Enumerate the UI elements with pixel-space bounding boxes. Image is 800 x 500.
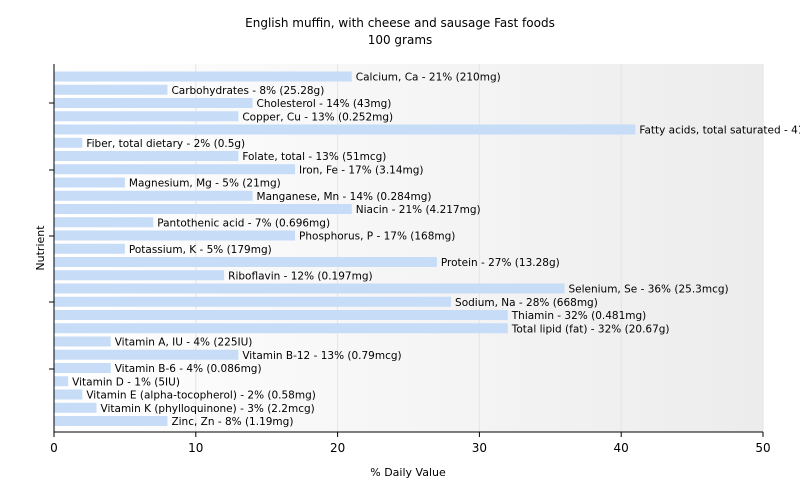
bar (54, 283, 565, 294)
bar (54, 270, 225, 281)
bar-label: Riboflavin - 12% (0.197mg) (228, 270, 372, 282)
bar-label: Vitamin B-12 - 13% (0.79mcg) (242, 350, 401, 362)
bars-group (54, 71, 636, 426)
bar (54, 336, 111, 347)
bar-label: Vitamin D - 1% (5IU) (72, 376, 180, 388)
bar-label: Copper, Cu - 13% (0.252mg) (242, 111, 393, 123)
x-tick-label: 0 (50, 441, 58, 455)
bar (54, 389, 83, 400)
bar-label: Selenium, Se - 36% (25.3mcg) (568, 284, 728, 296)
bar-label: Vitamin B-6 - 4% (0.086mg) (115, 363, 262, 375)
bar (54, 111, 239, 122)
y-axis-title: Nutrient (34, 225, 47, 271)
bar (54, 217, 154, 228)
bar-label: Cholesterol - 14% (43mg) (257, 98, 392, 110)
bar (54, 151, 239, 161)
chart-subtitle: 100 grams (368, 33, 433, 47)
x-tick-label: 30 (472, 441, 487, 455)
bar-label: Carbohydrates - 8% (25.28g) (171, 85, 324, 97)
bar-label: Vitamin K (phylloquinone) - 3% (2.2mcg) (101, 403, 315, 415)
bar-labels-group: Calcium, Ca - 21% (210mg) Carbohydrates -… (72, 72, 800, 429)
bar (54, 84, 168, 95)
bar-label: Pantothenic acid - 7% (0.696mg) (157, 217, 330, 229)
bar-label: Vitamin E (alpha-tocopherol) - 2% (0.58m… (86, 390, 315, 402)
bar-label: Phosphorus, P - 17% (168mg) (299, 231, 455, 243)
x-ticks-group: 0 10 20 30 40 50 (50, 432, 771, 455)
x-tick-label: 40 (614, 441, 629, 455)
x-tick-label: 10 (188, 441, 203, 455)
bar-label: Thiamin - 32% (0.481mg) (511, 310, 647, 322)
bar-label: Zinc, Zn - 8% (1.19mg) (171, 416, 293, 428)
bar (54, 204, 352, 214)
bar (54, 177, 125, 188)
chart-title: English muffin, with cheese and sausage … (245, 16, 555, 30)
bar (54, 296, 452, 307)
bar (54, 124, 636, 135)
bar-label: Potassium, K - 5% (179mg) (129, 244, 272, 256)
bar-label: Manganese, Mn - 14% (0.284mg) (257, 191, 432, 203)
bar-label: Folate, total - 13% (51mcg) (242, 151, 386, 163)
bar-label: Sodium, Na - 28% (668mg) (455, 297, 598, 309)
x-axis-title: % Daily Value (370, 466, 446, 479)
bar (54, 402, 97, 413)
bar-label: Fatty acids, total saturated - 41% (8.15… (639, 125, 800, 137)
bar (54, 416, 168, 426)
bar (54, 164, 296, 175)
axes-group (49, 64, 763, 433)
bar-label: Vitamin A, IU - 4% (225IU) (115, 337, 253, 349)
bar (54, 349, 239, 360)
bar (54, 323, 508, 334)
bar (54, 243, 125, 254)
x-tick-label: 50 (755, 441, 770, 455)
bar-label: Niacin - 21% (4.217mg) (356, 204, 481, 216)
bar-label: Fiber, total dietary - 2% (0.5g) (86, 138, 245, 150)
bar-label: Protein - 27% (13.28g) (441, 257, 560, 269)
bar (54, 71, 352, 82)
bar-label: Calcium, Ca - 21% (210mg) (356, 72, 501, 84)
bar (54, 363, 111, 373)
bar (54, 190, 253, 201)
bar (54, 98, 253, 108)
bar (54, 257, 437, 267)
x-tick-label: 20 (330, 441, 345, 455)
bar-label: Iron, Fe - 17% (3.14mg) (299, 164, 423, 176)
bar-label: Magnesium, Mg - 5% (21mg) (129, 178, 281, 190)
bar (54, 376, 69, 387)
bar (54, 310, 508, 320)
bar (54, 230, 296, 241)
bar-label: Total lipid (fat) - 32% (20.67g) (511, 323, 670, 335)
bar (54, 137, 83, 148)
